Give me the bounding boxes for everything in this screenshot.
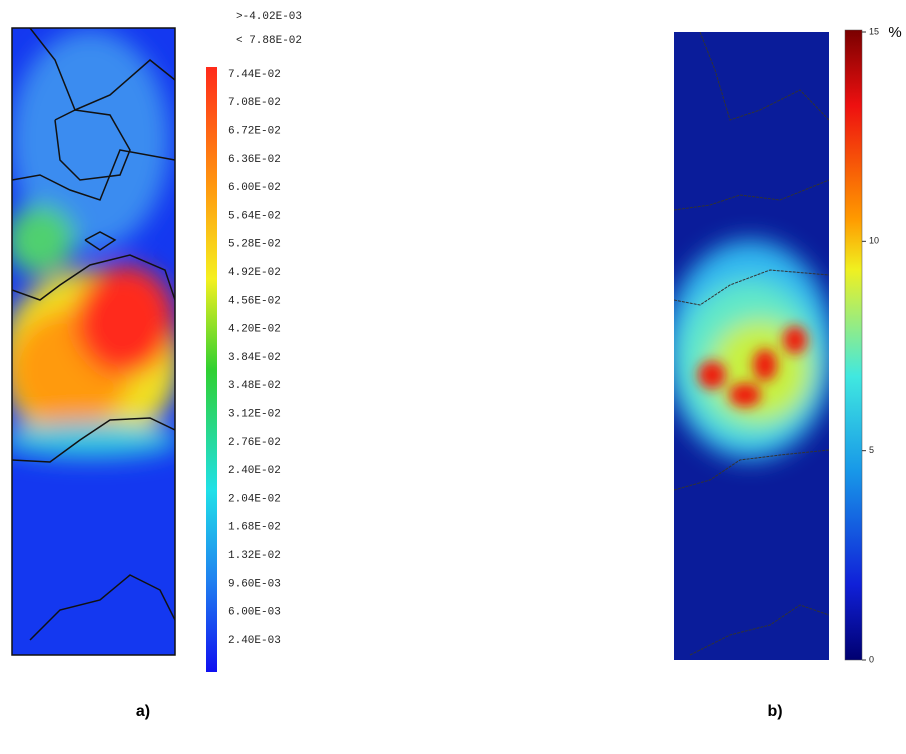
unit-label: % bbox=[888, 24, 901, 41]
tick-label: 15 bbox=[869, 26, 879, 36]
header-text: >-4.02E-03 bbox=[236, 11, 302, 23]
colorbar-label: 5.28E-02 bbox=[228, 239, 281, 251]
colorbar-label: 7.08E-02 bbox=[228, 97, 281, 109]
colorbar-label: 6.00E-03 bbox=[228, 607, 281, 619]
colorbar-label: 1.32E-02 bbox=[228, 550, 281, 562]
frame-a bbox=[11, 27, 176, 656]
colorbar-label: 6.72E-02 bbox=[228, 126, 281, 138]
colorbar-label: 2.76E-02 bbox=[228, 437, 281, 449]
colorbar-label: 2.40E-02 bbox=[228, 465, 281, 477]
colorbar-label: 3.12E-02 bbox=[228, 409, 281, 421]
colorbar-label: 9.60E-03 bbox=[228, 578, 281, 590]
colorbar-label: 5.64E-02 bbox=[228, 210, 281, 222]
colorbar-b bbox=[844, 29, 863, 661]
tick-label: 10 bbox=[869, 236, 879, 246]
caption: b) bbox=[767, 703, 782, 720]
colorbar-label: 4.56E-02 bbox=[228, 295, 281, 307]
caption: a) bbox=[136, 703, 150, 720]
colorbar-label: 2.40E-03 bbox=[228, 635, 281, 647]
colorbar-label: 3.48E-02 bbox=[228, 380, 281, 392]
colorbar-label: 2.04E-02 bbox=[228, 493, 281, 505]
colorbar-label: 7.44E-02 bbox=[228, 69, 281, 81]
colorbar-a bbox=[206, 67, 217, 672]
tick-label: 5 bbox=[869, 445, 874, 455]
heatmap-b bbox=[674, 32, 829, 660]
colorbar-label: 3.84E-02 bbox=[228, 352, 281, 364]
colorbar-label: 4.92E-02 bbox=[228, 267, 281, 279]
heatmap-a bbox=[12, 28, 175, 655]
colorbar-label: 1.68E-02 bbox=[228, 522, 281, 534]
tick-label: 0 bbox=[869, 654, 874, 664]
colorbar-label: 6.00E-02 bbox=[228, 182, 281, 194]
colorbar-label: 6.36E-02 bbox=[228, 154, 281, 166]
colorbar-label: 4.20E-02 bbox=[228, 324, 281, 336]
header-text: < 7.88E-02 bbox=[236, 35, 302, 47]
